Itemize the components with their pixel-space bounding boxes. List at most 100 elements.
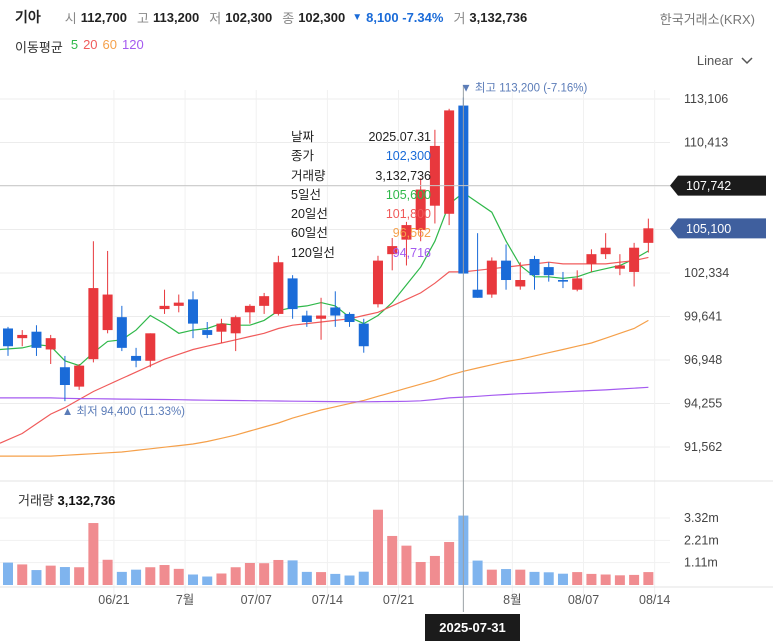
low-annotation: ▲ 최저 94,400 (11.33%) <box>62 405 185 418</box>
volume-bar <box>501 569 512 585</box>
volume-bar <box>230 567 241 585</box>
tooltip-row-close: 종가 102,300 <box>291 149 431 164</box>
volume-bar <box>401 545 412 585</box>
tooltip-row-ma5: 5일선 105,600 <box>291 187 431 202</box>
time-tick-label: 08/14 <box>639 593 670 607</box>
price-tick-label: 110,413 <box>684 136 728 150</box>
volume-bar <box>515 569 526 585</box>
candle-body <box>202 330 213 335</box>
tooltip-row-ma20: 20일선 101,800 <box>291 207 431 222</box>
candle-body <box>629 247 640 272</box>
current-badge-bg <box>670 218 766 239</box>
volume-bar <box>372 509 383 585</box>
stock-name: 기아 <box>15 9 41 25</box>
candle-body <box>187 299 198 324</box>
candle-body <box>131 355 142 361</box>
candle-body <box>501 260 512 281</box>
volume-bar <box>102 559 113 585</box>
exchange-name: 한국거래소(KRX) <box>659 12 755 27</box>
candle-body <box>230 317 241 334</box>
low-label: 저 <box>209 10 222 26</box>
volume-bar <box>358 571 369 585</box>
crosshair-tooltip: 날짜 2025.07.31 종가 102,300 거래량 3,132,736 5일선 1… <box>291 128 431 263</box>
volume-bar <box>88 523 99 585</box>
quote-header: 기아 시 112,700 고 113,200 저 102,300 종 102,3… <box>15 6 527 28</box>
time-tick-label: 8월 <box>503 593 521 607</box>
candle-body <box>515 280 526 287</box>
volume-tick-label: 3.32m <box>684 511 719 525</box>
crosshair-price-badge: 107,742 <box>670 175 766 196</box>
tooltip-row-volume: 거래량 3,132,736 <box>291 168 431 183</box>
ma60-line <box>0 319 649 457</box>
volume-bar <box>429 555 440 585</box>
candle-body <box>74 365 85 387</box>
candle-body <box>102 294 113 331</box>
candle-body <box>586 254 597 264</box>
volume-bar <box>173 568 184 585</box>
chevron-down-icon <box>741 56 753 64</box>
candle-body <box>88 288 99 360</box>
candle-body <box>401 225 412 240</box>
crosshair-badge-label: 107,742 <box>686 179 731 193</box>
price-tick-label: 102,334 <box>684 266 729 280</box>
price-tick-label: 94,255 <box>684 397 722 411</box>
volume-bar <box>259 563 270 585</box>
volume-bar <box>543 572 554 585</box>
volume-bar <box>187 574 198 585</box>
volume-bar <box>316 572 327 585</box>
candle-body <box>486 260 497 295</box>
volume-bar <box>344 575 355 585</box>
volume-bar <box>586 573 597 585</box>
candle-body <box>557 280 568 282</box>
candle-body <box>244 305 255 313</box>
volume-bar <box>131 569 142 585</box>
ma-legend-60: 60 <box>102 37 118 52</box>
candle-body <box>259 296 270 306</box>
candle-body <box>59 367 70 386</box>
tooltip-row-ma60: 60일선 96,562 <box>291 226 431 241</box>
candle-body <box>344 313 355 323</box>
volume-bar <box>600 574 611 585</box>
volume-bar <box>529 571 540 585</box>
candle-body <box>173 302 184 306</box>
volume-bar <box>202 576 213 585</box>
time-tick-label: 07/07 <box>241 593 272 607</box>
candle-body <box>429 145 440 206</box>
open-value: 112,700 <box>80 9 128 25</box>
candle-body <box>643 228 654 243</box>
volume-bar <box>415 561 426 585</box>
crosshair-date-badge: 2025-07-31 <box>425 614 520 641</box>
scale-selector[interactable]: Linear <box>697 53 753 68</box>
volume-tick-label: 2.21m <box>684 533 719 547</box>
ma-legend-120: 120 <box>122 37 144 52</box>
volume-panel-label: 거래량 3,132,736 <box>18 490 115 509</box>
close-label: 종 <box>282 10 295 26</box>
scale-selector-value: Linear <box>696 53 733 68</box>
ma120-line <box>0 386 649 403</box>
volume-bar <box>486 569 497 585</box>
price-tick-label: 99,641 <box>684 310 722 324</box>
volume-bar <box>614 575 625 585</box>
time-tick-label: 06/21 <box>98 593 129 607</box>
volume-bar <box>643 572 654 585</box>
ma20-line <box>0 256 649 444</box>
tooltip-row-ma120: 120일선 94,716 <box>291 245 431 260</box>
candle-body <box>444 110 455 214</box>
moving-average-legend[interactable]: 이동평균 5 20 60 120 <box>15 37 144 56</box>
volume-bar <box>557 573 568 585</box>
close-value: 102,300 <box>298 9 346 25</box>
volume-bar <box>159 565 170 585</box>
volume-bar <box>330 573 341 585</box>
candle-body <box>273 262 284 314</box>
high-label: 고 <box>137 10 149 26</box>
candle-body <box>614 265 625 269</box>
time-tick-label: 08/07 <box>568 593 599 607</box>
candle-body <box>372 260 383 305</box>
volume-bar <box>244 563 255 585</box>
low-value: 102,300 <box>225 9 273 25</box>
candle-body <box>145 333 156 361</box>
candle-body <box>572 278 583 290</box>
ma-legend-5: 5 <box>70 37 79 52</box>
volume-tick-label: 1.11m <box>684 556 718 570</box>
